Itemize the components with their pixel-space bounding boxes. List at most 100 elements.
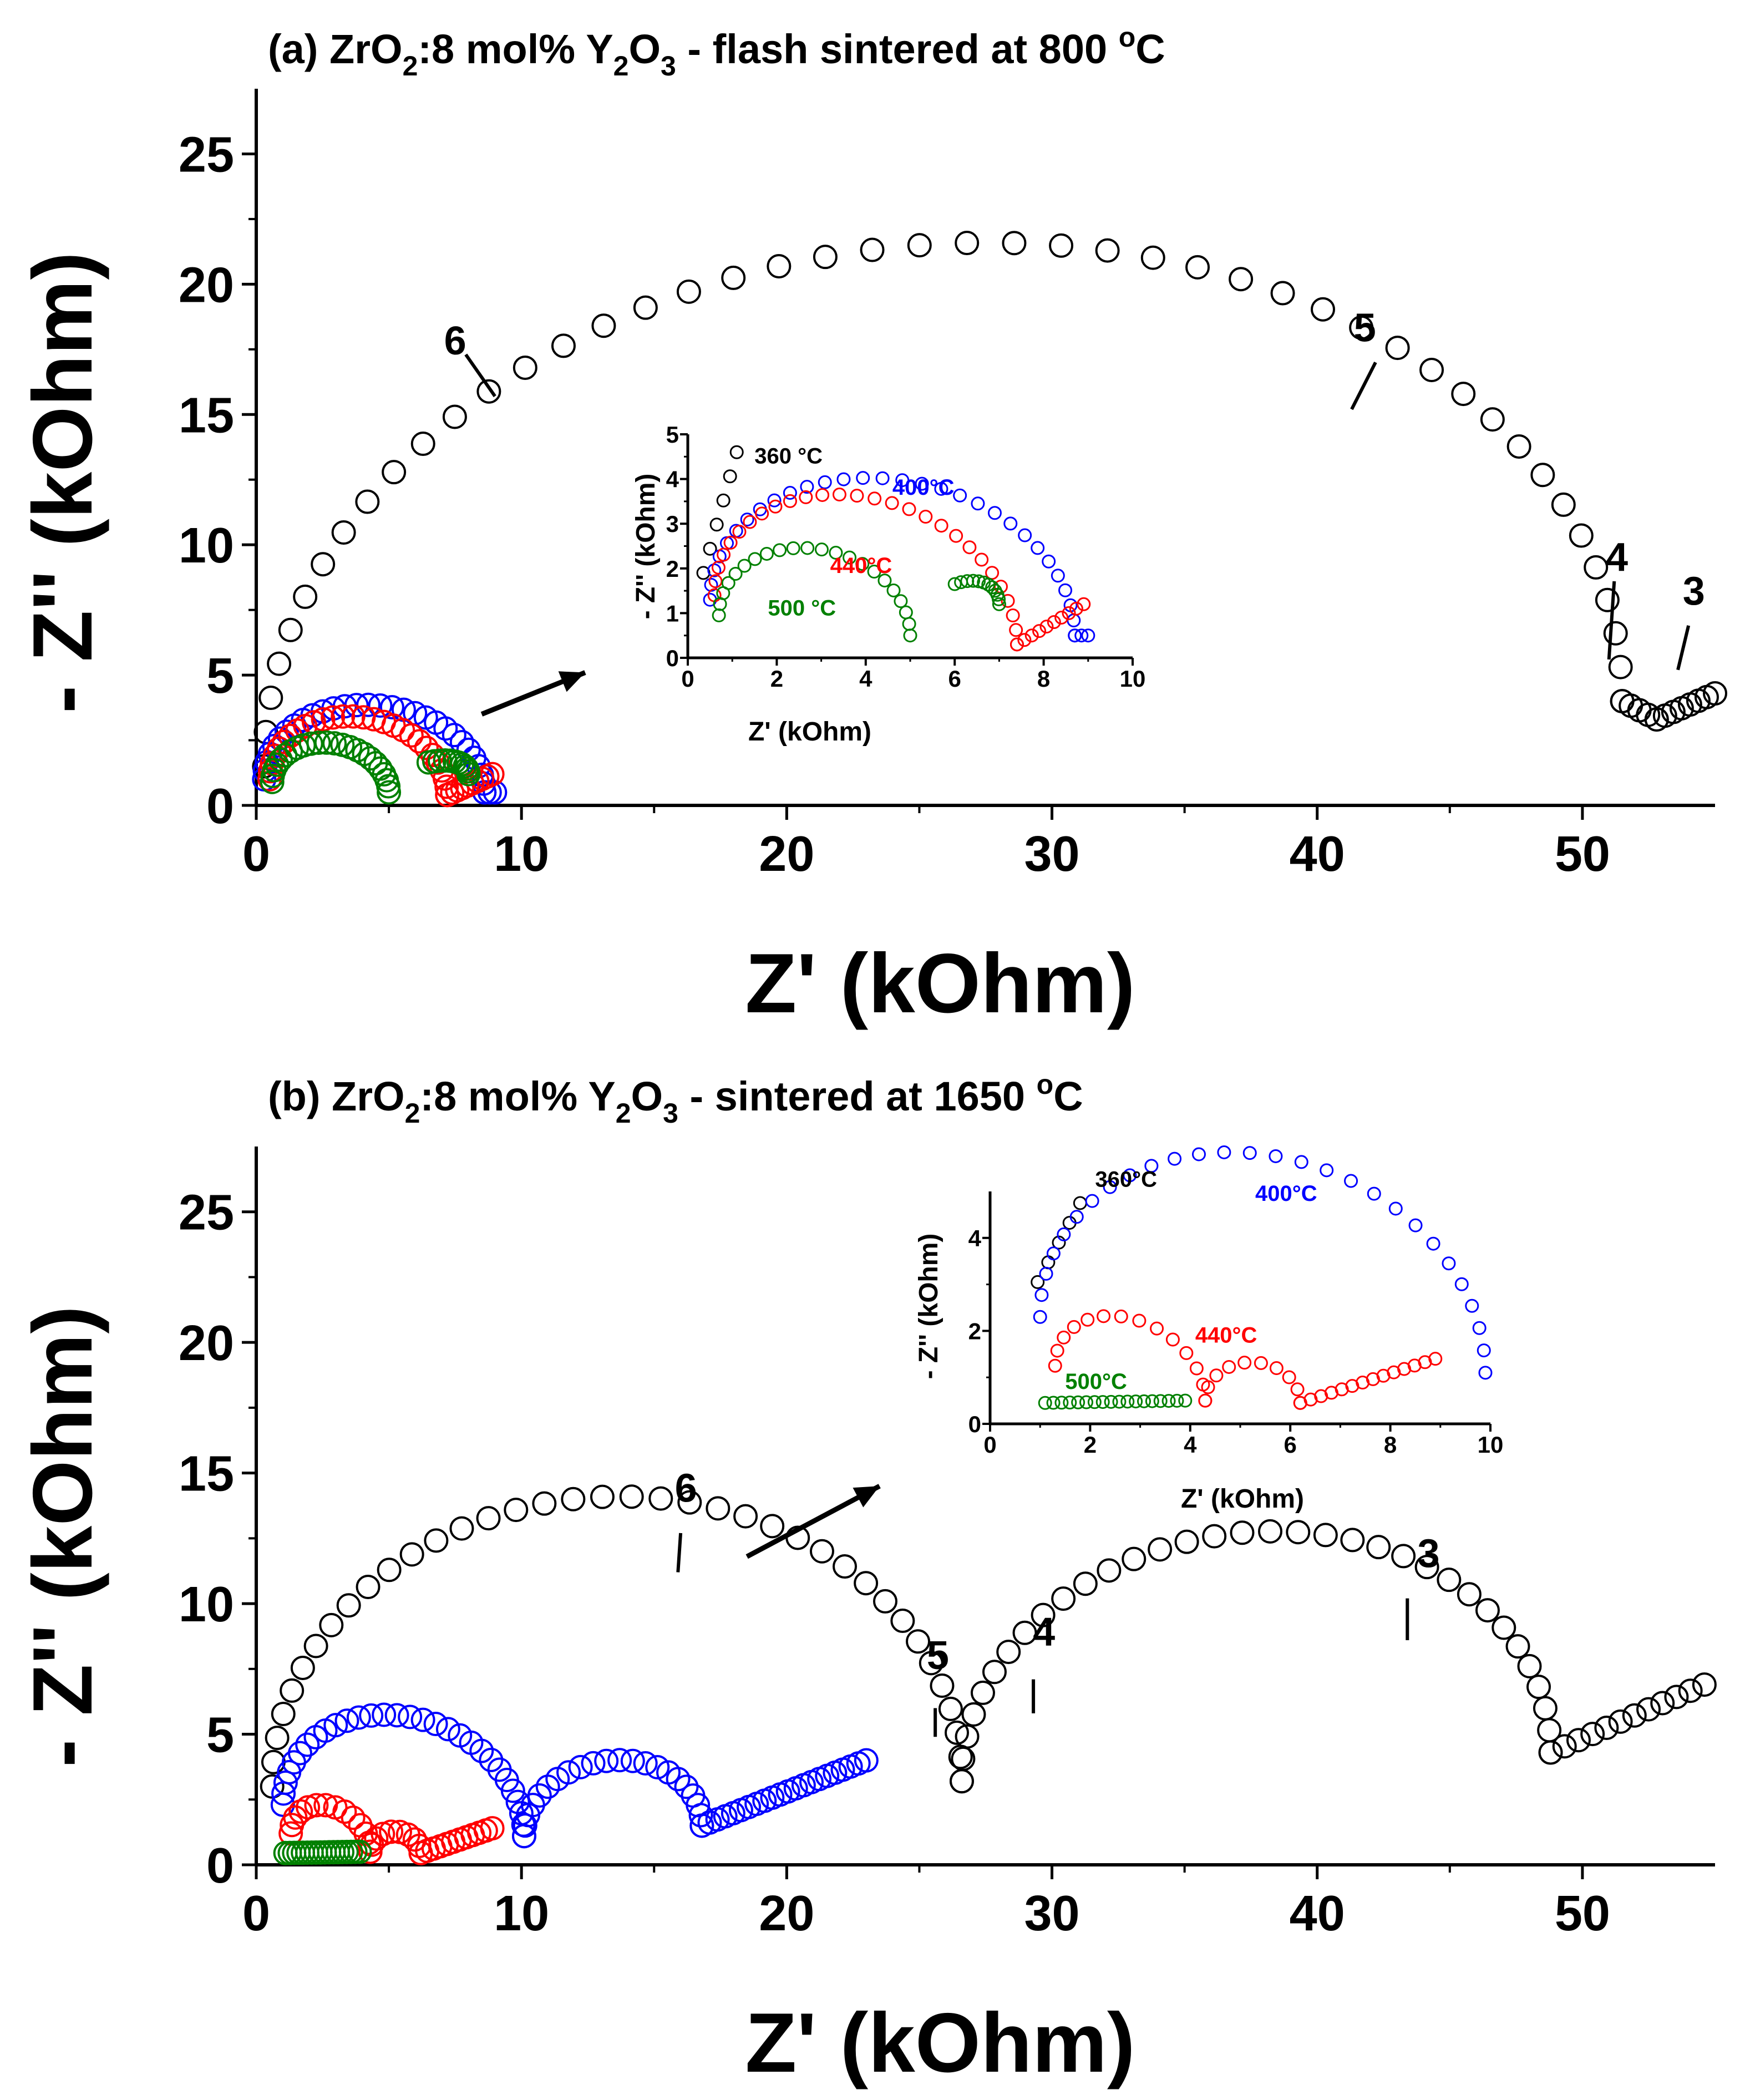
panel-b-inset-y-tick-label: 4 <box>968 1225 982 1251</box>
panel-b-point-360-c <box>1526 1675 1551 1700</box>
panel-a-inset-x-tick-label: 4 <box>859 666 872 692</box>
panel-b-point-440-c <box>364 1826 389 1851</box>
panel-b-inset-point-500-c <box>1129 1394 1143 1409</box>
panel-b-inset-point-500-c <box>1071 1395 1085 1409</box>
panel-a-point-360-c <box>860 237 885 262</box>
panel-b-annotation-line <box>676 1533 683 1573</box>
panel-b-point-400-c <box>384 1703 409 1728</box>
panel-b-inset-point-500-c <box>1087 1395 1102 1409</box>
panel-b-point-400-c <box>469 1738 494 1763</box>
panel-a-inset-point-500-c <box>800 541 815 555</box>
panel-b-inset-series-440-c <box>1048 1309 1443 1410</box>
panel-a-point-360-c <box>1703 681 1727 706</box>
panel-a-inset-label-400-c: 400°C <box>892 475 955 500</box>
panel-a-series-360-c <box>252 231 1727 779</box>
panel-a-point-360-c <box>955 231 980 256</box>
panel-b-y-tick-label: 0 <box>206 1838 234 1894</box>
panel-a-inset-x-tick-label: 2 <box>770 666 783 692</box>
panel-b-point-360-c <box>1174 1529 1199 1554</box>
panel-b-inset-point-500-c <box>1161 1394 1176 1408</box>
panel-b-point-360-c <box>982 1660 1007 1685</box>
panel-b-inset-point-440-c <box>1050 1343 1064 1358</box>
panel-a-inset-point-440-c <box>768 499 783 514</box>
panel-b-inset-point-400-c <box>1408 1218 1423 1232</box>
panel-a-inset-point-440-c <box>962 540 977 555</box>
panel-b-point-440-c <box>288 1799 313 1824</box>
panel-b-point-360-c <box>1552 1734 1577 1759</box>
panel-b-x-tick-label: 20 <box>759 1886 814 1941</box>
panel-b-inset-point-400-c <box>1242 1146 1257 1160</box>
panel-b-inset-y-tick-label: 0 <box>968 1411 981 1437</box>
panel-b-annotation-3: 3 <box>1418 1531 1440 1576</box>
panel-a-point-500-c <box>265 752 290 777</box>
panel-b-x-tick-label: 30 <box>1024 1886 1079 1941</box>
panel-a-y-tick-label: 20 <box>179 257 234 313</box>
panel-b-inset-x-tick-label: 4 <box>1184 1432 1197 1458</box>
panel-b-point-400-c <box>500 1778 525 1803</box>
panel-a-inset-point-400-c <box>953 488 967 503</box>
panel-a-inset-point-500-c <box>947 577 962 591</box>
panel-a-point-500-c <box>377 780 402 805</box>
panel-a-inset-point-400-c <box>971 496 985 511</box>
panel-a-inset-point-360-c <box>723 469 737 484</box>
panel-b-annotation-6: 6 <box>675 1466 697 1510</box>
panel-b-inset-point-500-c <box>1137 1394 1151 1408</box>
panel-a-point-360-c <box>907 233 932 258</box>
panel-b-x-tick-label: 0 <box>242 1886 270 1941</box>
panel-b-inset-point-400-c <box>1294 1155 1308 1169</box>
panel-a-inset-point-400-c <box>875 471 890 485</box>
panel-b-inset-point-400-c <box>1033 1310 1047 1324</box>
panel-b-inset-point-500-c <box>1153 1394 1168 1408</box>
panel-a-inset-point-440-c <box>902 502 916 516</box>
panel-a-inset-point-500-c <box>843 550 857 565</box>
panel-a-point-360-c <box>1530 463 1555 488</box>
panel-a-inset-point-400-c <box>1031 541 1045 555</box>
panel-a-arrow-head <box>558 671 585 692</box>
panel-b-y-tick-label: 10 <box>179 1577 234 1632</box>
panel-a-inset-series-500-c <box>712 541 1006 643</box>
panel-b-point-400-c <box>398 1705 423 1729</box>
panel-b-point-400-c <box>513 1813 537 1838</box>
panel-a-point-500-c <box>322 731 347 756</box>
panel-b-inset-point-500-c <box>1054 1396 1069 1410</box>
panel-b-point-360-c <box>1012 1620 1037 1645</box>
panel-a-inset-x-tick-label: 8 <box>1037 666 1050 692</box>
panel-a-point-360-c <box>1229 267 1254 292</box>
panel-b-point-360-c <box>303 1634 328 1658</box>
panel-a-inset-point-440-c <box>919 510 933 524</box>
panel-a-inset-x-tick-label: 6 <box>948 666 961 692</box>
panel-a-inset-x-axis-title: Z' (kOhm) <box>748 717 871 747</box>
panel-a-inset-point-440-c <box>1077 597 1091 611</box>
panel-a-point-440-c <box>341 704 366 729</box>
panel-a-inset-point-500-c <box>829 545 843 560</box>
panel-b-point-400-c <box>359 1703 384 1728</box>
panel-a-inset-point-400-c <box>818 475 832 489</box>
panel-b-inset-point-440-c <box>1080 1312 1095 1327</box>
panel-b-inset-point-440-c <box>1209 1368 1224 1383</box>
panel-a-point-360-c <box>1584 555 1609 580</box>
panel-a-inset-point-440-c <box>723 535 738 550</box>
panel-a-inset-point-440-c <box>1062 606 1076 620</box>
panel-a-annotation-6: 6 <box>444 319 466 363</box>
panel-a-point-360-c <box>1480 407 1505 432</box>
panel-a-inset-y-tick-label: 1 <box>666 600 679 626</box>
panel-b-point-360-c <box>733 1504 758 1529</box>
panel-b-inset-point-500-c <box>1046 1396 1061 1410</box>
panel-a-inset-point-500-c <box>992 597 1006 611</box>
panel-a-point-360-c <box>382 460 407 485</box>
panel-b-point-360-c <box>996 1640 1021 1665</box>
panel-a-point-360-c <box>278 617 303 642</box>
panel-a-inset-point-500-c <box>992 592 1006 606</box>
panel-a-point-360-c <box>1140 245 1165 270</box>
panel-b-point-360-c <box>1636 1697 1661 1722</box>
panel-a-inset-point-400-c <box>1042 554 1056 569</box>
panel-a-point-360-c <box>591 313 616 338</box>
panel-b-point-360-c <box>961 1702 986 1727</box>
panel-b-series-440-c <box>278 1793 505 1865</box>
panel-b: (b) ZrO2:8 mol% Y2O3 - sintered at 1650 … <box>16 1069 1717 2090</box>
panel-b-point-360-c <box>290 1655 315 1680</box>
panel-a-y-tick-label: 5 <box>206 648 234 704</box>
panel-a-inset-point-500-c <box>814 542 829 557</box>
panel-a-inset-point-500-c <box>972 574 986 589</box>
panel-b-point-360-c <box>1051 1586 1076 1611</box>
